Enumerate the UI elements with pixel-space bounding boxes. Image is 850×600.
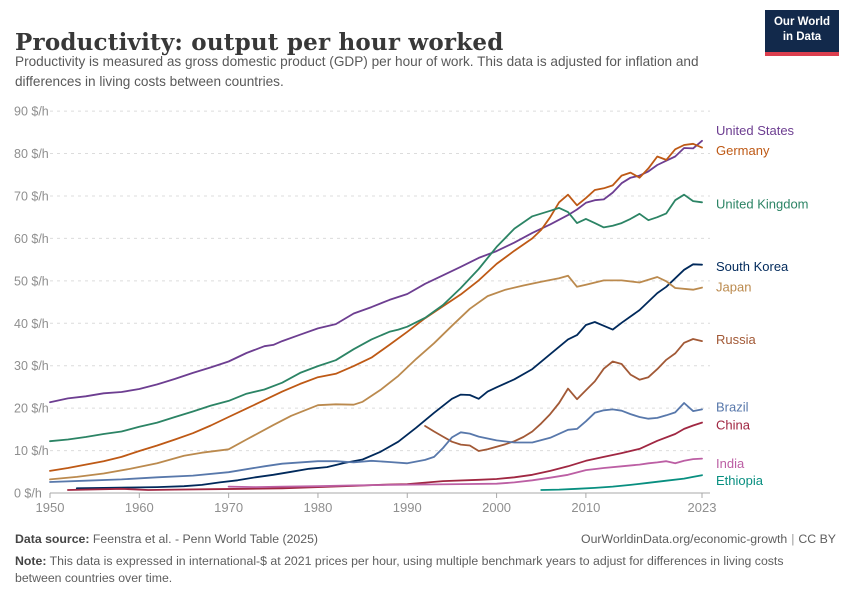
line-germany[interactable] bbox=[49, 142, 703, 472]
owid-logo[interactable]: Our World in Data bbox=[765, 10, 839, 56]
y-tick-label-80: 80 $/h bbox=[14, 147, 49, 161]
x-tick-label-1960: 1960 bbox=[125, 500, 154, 515]
x-tick-label-2023: 2023 bbox=[688, 500, 717, 515]
footnote: Note: This data is expressed in internat… bbox=[15, 553, 827, 588]
chart-canvas[interactable]: 0 $/h 10 $/h 20 $/h 30 $/h 40 $/h 50 $/h 60 $/… bbox=[0, 90, 850, 530]
x-tick-label-1970: 1970 bbox=[214, 500, 243, 515]
x-tick-label-1950: 1950 bbox=[36, 500, 65, 515]
data-source-label: Data source: bbox=[15, 532, 90, 546]
y-tick-label-0: 0 $/h bbox=[14, 487, 42, 501]
label-south-korea[interactable]: South Korea bbox=[716, 259, 789, 274]
owid-logo-line2: in Data bbox=[782, 30, 822, 43]
data-source: Data source: Feenstra et al. - Penn Worl… bbox=[15, 532, 318, 546]
line-south-korea[interactable] bbox=[75, 263, 703, 490]
credit-url[interactable]: OurWorldinData.org/economic-growth bbox=[581, 532, 788, 546]
label-ethiopia[interactable]: Ethiopia bbox=[716, 473, 764, 488]
footnote-label: Note: bbox=[15, 554, 47, 568]
page-title: Productivity: output per hour worked bbox=[15, 29, 504, 57]
line-united-kingdom[interactable] bbox=[49, 193, 703, 443]
x-tick-label-2010: 2010 bbox=[571, 500, 600, 515]
label-united-kingdom[interactable]: United Kingdom bbox=[716, 197, 809, 212]
data-source-text: Feenstra et al. - Penn World Table (2025… bbox=[92, 532, 319, 546]
y-tick-label-50: 50 $/h bbox=[14, 274, 49, 288]
label-brazil[interactable]: Brazil bbox=[716, 399, 749, 414]
line-india[interactable] bbox=[227, 457, 703, 489]
line-china[interactable] bbox=[67, 421, 703, 491]
y-tick-label-20: 20 $/h bbox=[14, 402, 49, 416]
line-chart[interactable]: 0 $/h 10 $/h 20 $/h 30 $/h 40 $/h 50 $/h 60 $/… bbox=[0, 90, 850, 530]
label-china[interactable]: China bbox=[716, 418, 751, 433]
label-russia[interactable]: Russia bbox=[716, 332, 757, 347]
x-tick-label-1980: 1980 bbox=[303, 500, 332, 515]
label-india[interactable]: India bbox=[716, 456, 745, 471]
line-japan[interactable] bbox=[49, 274, 703, 481]
footnote-text: This data is expressed in international-… bbox=[15, 554, 784, 586]
x-tick-label-1990: 1990 bbox=[393, 500, 422, 515]
x-tick-label-2000: 2000 bbox=[482, 500, 511, 515]
y-tick-label-60: 60 $/h bbox=[14, 232, 49, 246]
y-tick-label-10: 10 $/h bbox=[14, 444, 49, 458]
y-tick-label-30: 30 $/h bbox=[14, 359, 49, 373]
label-germany[interactable]: Germany bbox=[716, 143, 770, 158]
y-tick-label-70: 70 $/h bbox=[14, 189, 49, 203]
y-tick-label-90: 90 $/h bbox=[14, 105, 49, 119]
chart-subtitle: Productivity is measured as gross domest… bbox=[15, 54, 699, 89]
line-brazil[interactable] bbox=[49, 402, 703, 483]
label-united-states[interactable]: United States bbox=[716, 123, 795, 138]
license-badge[interactable]: CC BY bbox=[798, 532, 836, 546]
chart-footer: Data source: Feenstra et al. - Penn Worl… bbox=[15, 532, 836, 588]
credit-line: OurWorldinData.org/economic-growth | CC BY bbox=[581, 532, 836, 546]
label-japan[interactable]: Japan bbox=[716, 279, 751, 294]
line-united-states[interactable] bbox=[49, 139, 703, 404]
line-ethiopia[interactable] bbox=[540, 474, 703, 491]
y-tick-label-40: 40 $/h bbox=[14, 317, 49, 331]
line-russia[interactable] bbox=[424, 338, 703, 452]
owid-logo-line1: Our World bbox=[773, 16, 830, 28]
credit-separator: | bbox=[791, 532, 795, 546]
